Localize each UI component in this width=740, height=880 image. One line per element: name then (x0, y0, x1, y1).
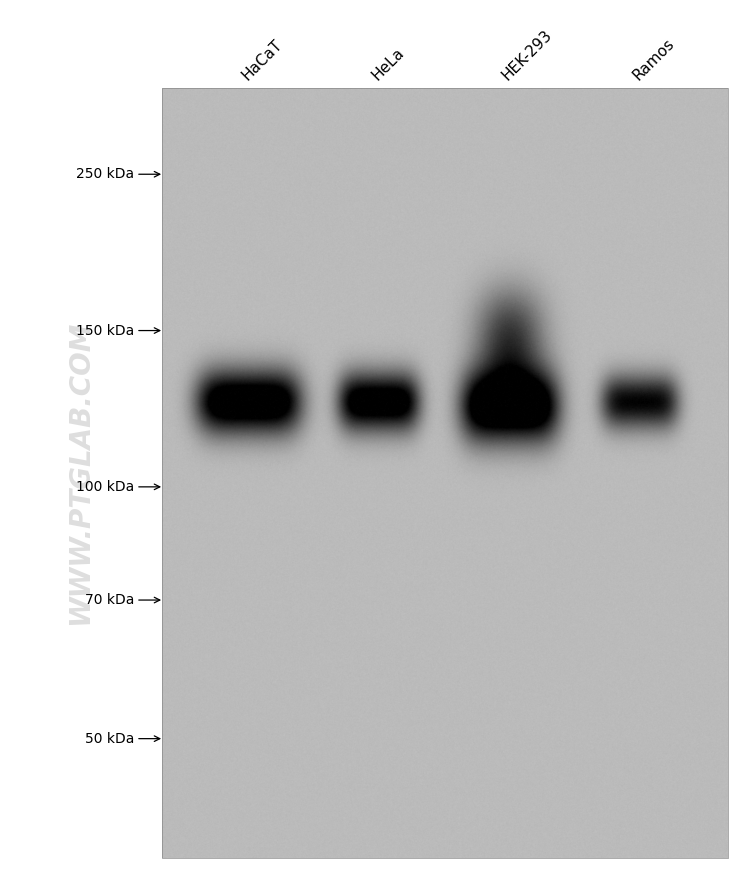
Text: HeLa: HeLa (369, 45, 408, 83)
Text: 50 kDa: 50 kDa (84, 731, 134, 745)
Text: HaCaT: HaCaT (239, 37, 285, 83)
Text: Ramos: Ramos (630, 36, 677, 83)
Bar (162, 88, 728, 858)
Text: WWW.PTGLAB.COM: WWW.PTGLAB.COM (66, 321, 94, 625)
Text: 150 kDa: 150 kDa (75, 324, 134, 338)
Text: 70 kDa: 70 kDa (84, 593, 134, 607)
Text: 100 kDa: 100 kDa (75, 480, 134, 494)
Text: 250 kDa: 250 kDa (76, 167, 134, 181)
Text: HEK-293: HEK-293 (500, 27, 556, 83)
